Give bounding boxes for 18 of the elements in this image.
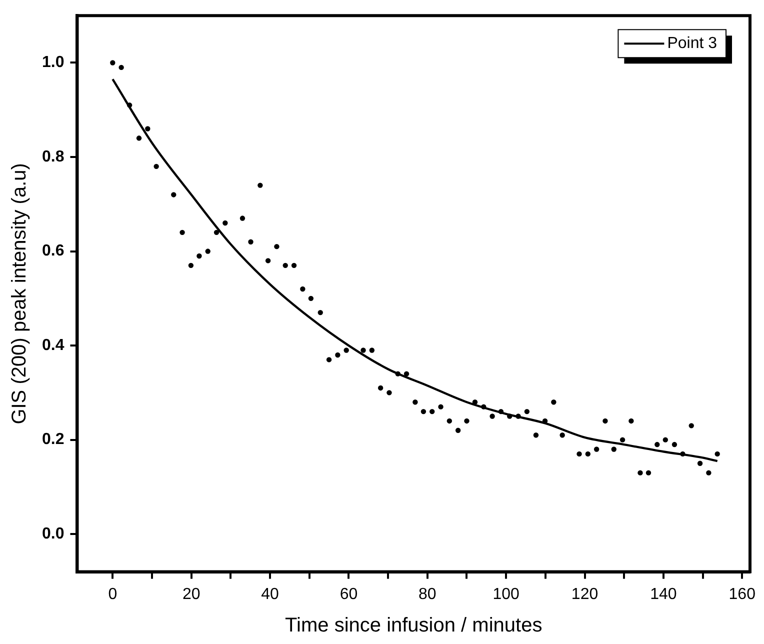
x-tick-label: 140 — [650, 586, 677, 603]
x-tick-label: 20 — [182, 586, 200, 603]
x-tick-label: 100 — [492, 586, 520, 603]
x-tick-label: 80 — [418, 586, 436, 603]
y-tick-label: 0.4 — [42, 336, 64, 354]
x-tick-label: 40 — [261, 586, 280, 603]
x-tick-label: 0 — [108, 586, 118, 603]
y-tick-label: 0.8 — [42, 148, 64, 166]
y-tick-label: 0.0 — [42, 526, 64, 542]
y-axis-title: GIS (200) peak intensity (a.u) — [8, 163, 31, 424]
x-tick-label: 120 — [571, 586, 598, 603]
legend-label: Point 3 — [667, 35, 718, 52]
y-tick-label: 0.2 — [42, 431, 64, 448]
x-tick-label: 60 — [340, 586, 358, 603]
y-tick-label: 0.6 — [42, 242, 64, 260]
y-tick-label: 1.0 — [42, 54, 64, 72]
x-tick-label: 160 — [728, 586, 756, 603]
x-axis-title: Time since infusion / minutes — [285, 614, 542, 637]
